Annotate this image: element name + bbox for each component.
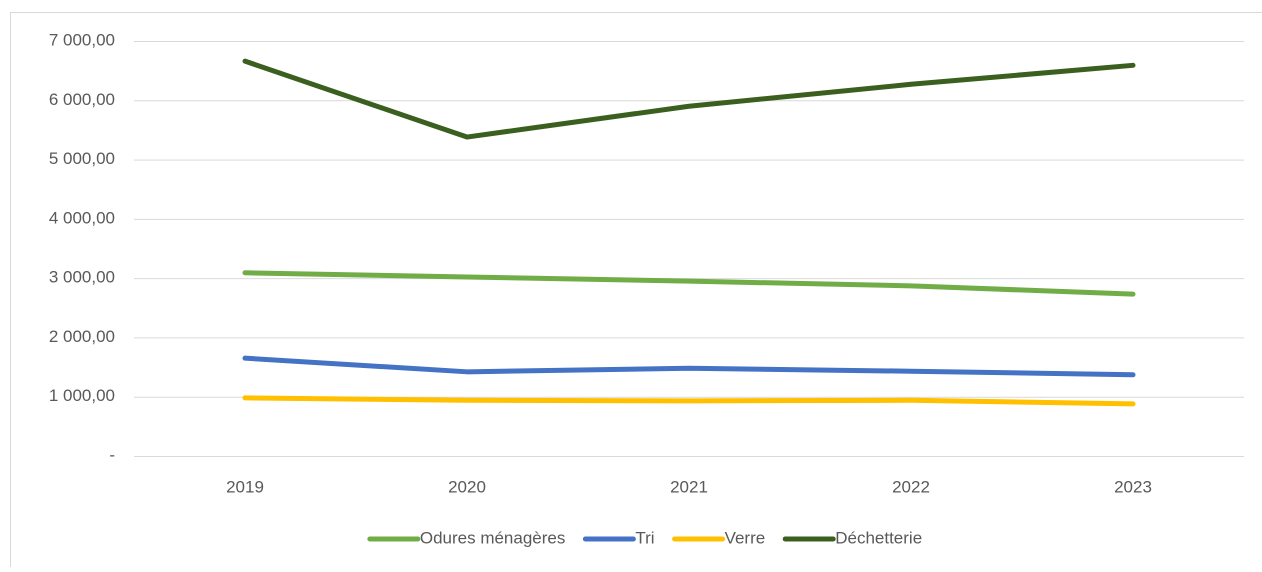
x-tick-label: 2023 <box>1114 477 1152 496</box>
y-tick-label: 1 000,00 <box>49 386 115 405</box>
x-tick-label: 2020 <box>448 477 486 496</box>
legend-label: Verre <box>725 528 766 547</box>
y-tick-label: 7 000,00 <box>49 30 115 49</box>
legend-label: Odures ménagères <box>420 528 566 547</box>
series-line <box>245 61 1133 137</box>
x-tick-label: 2019 <box>226 477 264 496</box>
legend-label: Déchetterie <box>835 528 922 547</box>
x-tick-label: 2021 <box>670 477 708 496</box>
legend-label: Tri <box>635 528 654 547</box>
y-tick-label: 6 000,00 <box>49 90 115 109</box>
series-line <box>245 398 1133 404</box>
series-line <box>245 358 1133 375</box>
series-line <box>245 273 1133 294</box>
y-tick-label: - <box>109 445 115 464</box>
x-tick-label: 2022 <box>892 477 930 496</box>
y-tick-label: 3 000,00 <box>49 268 115 287</box>
y-tick-label: 2 000,00 <box>49 327 115 346</box>
y-tick-label: 4 000,00 <box>49 208 115 227</box>
y-tick-label: 5 000,00 <box>49 149 115 168</box>
